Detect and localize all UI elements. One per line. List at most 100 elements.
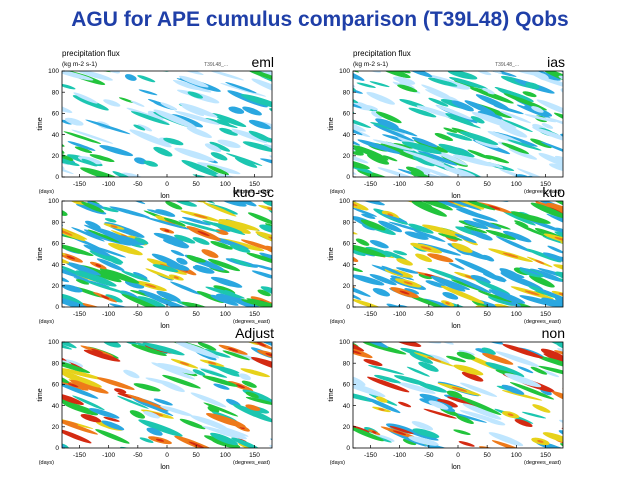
precip-cell bbox=[88, 408, 120, 419]
precip-cell bbox=[514, 220, 529, 228]
precip-cell bbox=[62, 296, 94, 307]
y-tick-label: 0 bbox=[55, 304, 59, 311]
precip-cell bbox=[25, 160, 39, 168]
precip-cell bbox=[160, 405, 193, 417]
precip-cell bbox=[453, 364, 484, 376]
precip-cell bbox=[272, 289, 297, 301]
precip-cell bbox=[11, 403, 57, 419]
precip-core bbox=[28, 168, 43, 176]
precip-cell bbox=[18, 305, 46, 319]
x-tick-label: 0 bbox=[456, 452, 460, 459]
precip-cell bbox=[577, 71, 623, 91]
precip-cell bbox=[412, 201, 453, 211]
precip-cell bbox=[353, 426, 384, 442]
precip-core bbox=[583, 448, 596, 455]
precip-cell bbox=[566, 115, 581, 124]
precip-cell bbox=[219, 127, 238, 136]
precip-core bbox=[28, 199, 37, 204]
precip-cell bbox=[49, 166, 63, 175]
precip-cell bbox=[369, 273, 397, 286]
precip-cell bbox=[540, 348, 563, 361]
precip-cell bbox=[62, 239, 66, 256]
x-axis-label: lon bbox=[451, 323, 460, 330]
precip-cell bbox=[179, 418, 206, 430]
panel-eml: -150 -100 -50 0 50 100 150 0 20 40 60 80 100 lon (degr… bbox=[12, 49, 325, 218]
precip-cell bbox=[472, 218, 502, 230]
precip-cell bbox=[566, 417, 581, 423]
precip-cell bbox=[401, 184, 440, 200]
precip-cell bbox=[203, 402, 239, 417]
precip-cell bbox=[290, 204, 325, 218]
precip-core bbox=[429, 324, 444, 332]
x-tick-label: 0 bbox=[456, 311, 460, 318]
precip-cell bbox=[564, 282, 607, 298]
precip-cell bbox=[179, 75, 209, 88]
precip-cell bbox=[315, 87, 343, 99]
y-tick-label: 20 bbox=[343, 283, 351, 290]
precip-cell bbox=[590, 309, 611, 318]
precip-cell bbox=[31, 301, 50, 311]
precip-cell bbox=[530, 366, 548, 375]
precip-cell bbox=[78, 329, 109, 343]
precip-cell bbox=[457, 395, 502, 416]
run-id: T39L48_... bbox=[495, 62, 519, 68]
precip-cell bbox=[144, 216, 190, 230]
precip-cell bbox=[364, 319, 399, 332]
precip-cell bbox=[496, 323, 522, 334]
precip-core bbox=[415, 329, 429, 335]
precip-cell bbox=[580, 338, 594, 348]
precip-cell bbox=[280, 170, 307, 183]
y-axis-units: (days) bbox=[330, 319, 345, 325]
precip-core bbox=[403, 281, 413, 285]
precip-cell bbox=[501, 210, 536, 226]
precip-cell bbox=[514, 222, 547, 237]
precip-cell bbox=[12, 88, 35, 99]
precip-core bbox=[388, 469, 403, 477]
precip-cell bbox=[283, 249, 312, 265]
y-tick-label: 100 bbox=[48, 68, 59, 75]
precip-cell bbox=[353, 157, 370, 170]
precip-cell bbox=[454, 233, 477, 244]
precip-cell bbox=[304, 209, 319, 216]
precip-cell bbox=[10, 295, 40, 309]
precip-cell bbox=[461, 323, 498, 341]
precip-core bbox=[445, 301, 450, 305]
x-tick-label: 0 bbox=[165, 311, 169, 318]
precip-cell bbox=[205, 412, 246, 428]
precip-core bbox=[586, 319, 600, 325]
precip-cell bbox=[325, 138, 343, 150]
precip-cell bbox=[435, 105, 473, 120]
precip-cell bbox=[242, 106, 262, 116]
precip-cell bbox=[315, 43, 351, 58]
precip-cell bbox=[312, 290, 342, 303]
precip-cell bbox=[404, 71, 433, 78]
precip-cell bbox=[572, 384, 612, 402]
y-tick-label: 20 bbox=[343, 424, 351, 431]
precip-cell bbox=[96, 258, 125, 272]
precip-core bbox=[197, 230, 210, 237]
precip-cell bbox=[353, 342, 357, 343]
precip-core bbox=[409, 334, 419, 340]
precip-cell bbox=[8, 302, 36, 315]
precip-cell bbox=[190, 392, 227, 408]
precip-core bbox=[578, 390, 589, 395]
y-tick-label: 80 bbox=[343, 219, 351, 226]
precip-cell bbox=[373, 124, 415, 142]
x-tick-label: 150 bbox=[540, 181, 551, 188]
precip-cell bbox=[175, 110, 220, 125]
precip-cell bbox=[366, 91, 396, 105]
precip-core bbox=[402, 342, 413, 345]
precip-cell bbox=[279, 196, 299, 208]
x-tick-label: -150 bbox=[364, 452, 377, 459]
precip-cell bbox=[451, 242, 473, 253]
y-axis-label: time bbox=[37, 388, 44, 401]
precip-cell bbox=[499, 110, 532, 124]
precip-cell bbox=[78, 190, 100, 200]
precip-cell bbox=[374, 374, 401, 384]
precip-cell bbox=[470, 275, 491, 284]
precip-cell bbox=[112, 171, 136, 177]
precip-cell bbox=[299, 437, 319, 448]
x-axis-label: lon bbox=[160, 464, 169, 471]
precip-cell bbox=[281, 310, 304, 323]
precip-cell bbox=[360, 219, 386, 231]
